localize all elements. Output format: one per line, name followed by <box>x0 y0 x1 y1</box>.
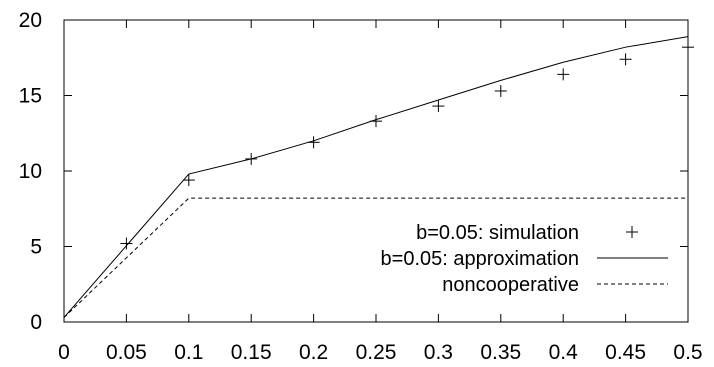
data-point <box>120 237 133 250</box>
data-point <box>557 68 570 81</box>
legend: b=0.05: simulation b=0.05: approximation n… <box>381 222 668 296</box>
y-tick-label: 15 <box>19 85 42 108</box>
x-tick-label: 0.4 <box>549 341 579 364</box>
series-line-2 <box>63 197 688 318</box>
x-tick-label: 0.45 <box>605 341 646 364</box>
x-tick-label: 0.05 <box>106 341 147 364</box>
x-tick-label: 0 <box>58 341 70 364</box>
legend-label: noncooperative <box>442 274 579 296</box>
y-tick-label: 20 <box>19 9 42 32</box>
x-tick-label: 0.1 <box>174 341 203 364</box>
data-point <box>432 100 445 113</box>
data-point <box>682 41 694 54</box>
y-tick-label: 10 <box>19 160 42 183</box>
y-tick-label: 0 <box>30 311 42 334</box>
series-layer <box>63 36 694 318</box>
data-point <box>619 53 632 66</box>
data-point <box>494 84 507 97</box>
legend-label: b=0.05: simulation <box>416 222 579 244</box>
data-point <box>182 174 195 187</box>
x-tick-label: 0.2 <box>299 341 328 364</box>
y-tick-label: 5 <box>30 236 42 259</box>
x-tick-label: 0.3 <box>424 341 453 364</box>
x-tick-label: 0.5 <box>673 341 702 364</box>
x-tick-label: 0.25 <box>356 341 397 364</box>
plot-frame <box>63 19 689 323</box>
x-tick-label: 0.15 <box>231 341 272 364</box>
legend-marker <box>626 226 638 238</box>
ticks-layer: 0 0.05 0.1 0.15 0.2 0.25 0.3 0.35 0.4 0.45 0.5 0 5 10… <box>19 9 703 364</box>
legend-label: b=0.05: approximation <box>381 248 579 270</box>
x-tick-label: 0.35 <box>480 341 521 364</box>
series-line-1 <box>63 36 689 318</box>
